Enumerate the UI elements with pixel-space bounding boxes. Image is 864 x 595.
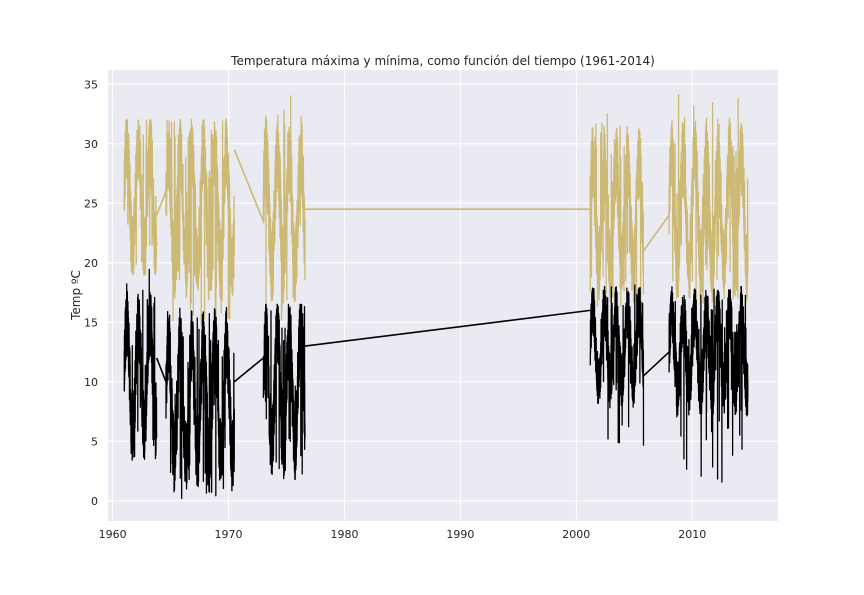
series-gap-line <box>642 214 670 252</box>
y-tick-label: 35 <box>84 78 98 91</box>
series-gap-line <box>233 149 265 222</box>
series-gap-line <box>155 191 167 216</box>
y-tick-label: 0 <box>91 495 98 508</box>
y-tick-label: 25 <box>84 197 98 210</box>
series-gap-line <box>155 357 167 383</box>
series-gap-line <box>304 309 591 347</box>
y-axis-label: Temp ºC <box>69 270 83 321</box>
series-line <box>668 285 749 483</box>
chart-title: Temperatura máxima y mínima, como funció… <box>230 54 655 68</box>
series-line <box>123 268 158 461</box>
series-line <box>262 303 306 481</box>
series-line <box>668 94 749 304</box>
series-line <box>589 284 645 446</box>
series-gap-line <box>642 351 670 377</box>
x-tick-label: 1960 <box>99 528 127 541</box>
y-tick-label: 10 <box>84 376 98 389</box>
series-0 <box>123 94 749 326</box>
x-tick-label: 2000 <box>562 528 590 541</box>
x-tick-label: 1970 <box>215 528 243 541</box>
y-tick-label: 30 <box>84 138 98 151</box>
series-line <box>262 95 306 321</box>
x-tick-label: 1980 <box>330 528 358 541</box>
x-tick-label: 2010 <box>678 528 706 541</box>
y-tick-label: 15 <box>84 316 98 329</box>
y-axis-ticks: 0 5 10 15 20 25 30 35 <box>84 78 98 507</box>
y-tick-label: 20 <box>84 257 98 270</box>
series-line <box>589 113 645 309</box>
series-layer <box>123 94 749 500</box>
x-axis-ticks: 1960 1970 1980 1990 2000 2010 <box>99 528 707 541</box>
y-tick-label: 5 <box>91 435 98 448</box>
series-line <box>123 119 158 276</box>
series-line <box>165 118 235 326</box>
series-gap-line <box>233 357 264 383</box>
series-line <box>165 306 235 500</box>
x-tick-label: 1990 <box>446 528 474 541</box>
series-1 <box>123 268 749 500</box>
